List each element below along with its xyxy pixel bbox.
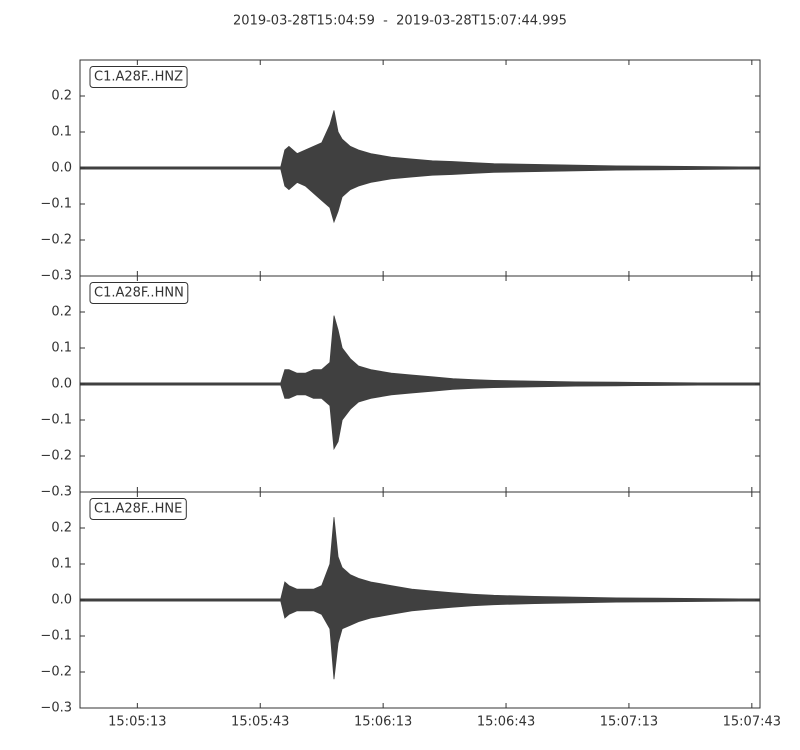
x-tick-label: 15:05:13 (108, 715, 166, 730)
x-tick-label: 15:06:13 (354, 715, 412, 730)
y-tick-label: 0.2 (51, 89, 72, 104)
x-tick-label: 15:06:43 (477, 715, 535, 730)
x-tick-label: 15:05:43 (231, 715, 289, 730)
y-tick-label: −0.3 (40, 701, 72, 716)
y-tick-label: 0.0 (51, 161, 72, 176)
trace-label-box (89, 498, 187, 520)
waveform (79, 110, 761, 224)
x-tick-label: 15:07:43 (723, 715, 781, 730)
y-tick-label: −0.2 (40, 665, 72, 680)
y-tick-label: −0.2 (40, 233, 72, 248)
y-tick-label: 0.1 (51, 341, 72, 356)
trace-label: C1.A28F..HNE (94, 502, 182, 517)
trace-label: C1.A28F..HNZ (94, 70, 183, 85)
y-tick-label: 0.0 (51, 593, 72, 608)
y-tick-label: 0.1 (51, 557, 72, 572)
y-tick-label: 0.0 (51, 377, 72, 392)
y-tick-label: −0.3 (40, 485, 72, 500)
y-tick-label: −0.2 (40, 449, 72, 464)
trace-label-box (89, 282, 189, 304)
y-tick-label: −0.1 (40, 629, 72, 644)
trace-label-box (89, 66, 188, 88)
waveform (79, 517, 761, 680)
trace-label: C1.A28F..HNN (94, 286, 184, 301)
y-tick-label: −0.3 (40, 269, 72, 284)
y-tick-label: −0.1 (40, 197, 72, 212)
y-tick-label: 0.2 (51, 305, 72, 320)
y-tick-label: 0.2 (51, 521, 72, 536)
chart-title: 2019-03-28T15:04:59 - 2019-03-28T15:07:4… (233, 14, 567, 29)
y-tick-label: −0.1 (40, 413, 72, 428)
x-tick-label: 15:07:13 (600, 715, 658, 730)
y-tick-label: 0.1 (51, 125, 72, 140)
waveform (79, 315, 761, 451)
